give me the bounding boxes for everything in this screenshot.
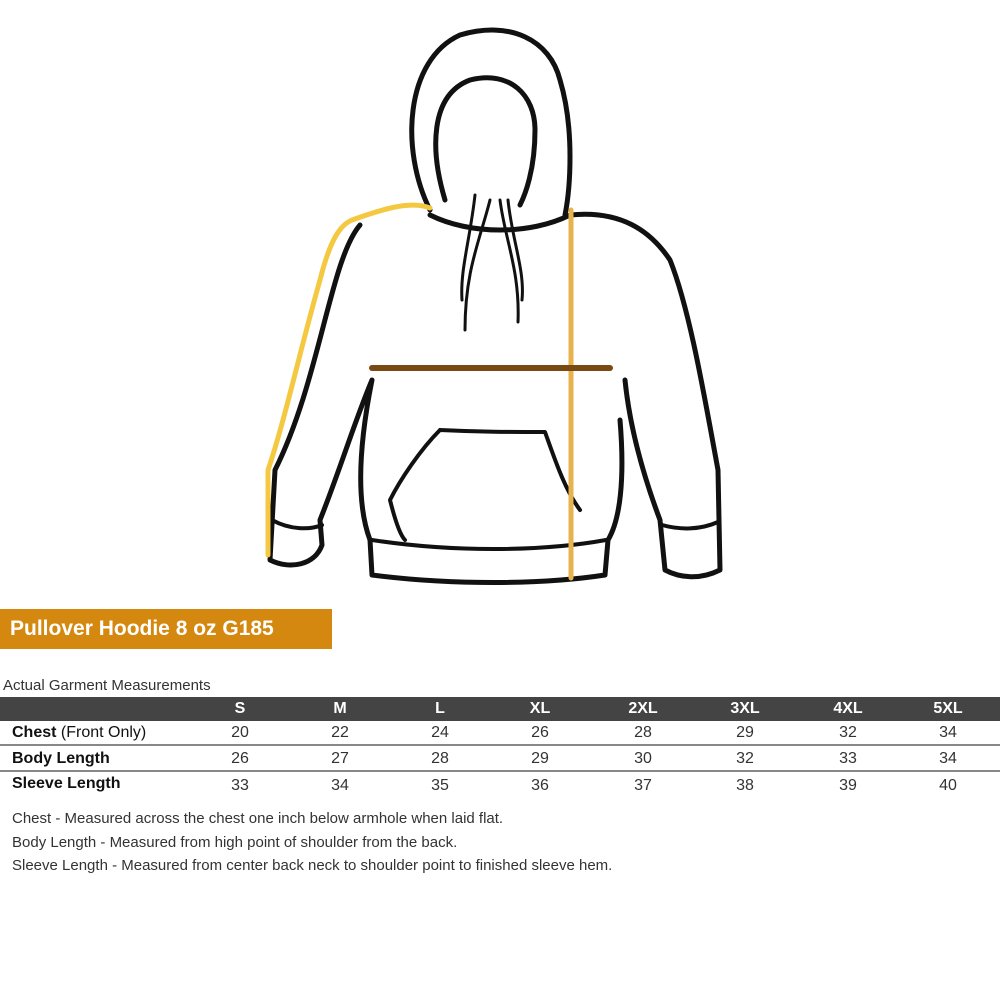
note-body-length: Body Length - Measured from high point o… xyxy=(12,834,458,851)
hood-outline xyxy=(409,27,573,218)
size-header-row: S M L XL 2XL 3XL 4XL 5XL xyxy=(0,697,1000,721)
left-body xyxy=(267,222,625,585)
size-header: 4XL xyxy=(833,700,863,717)
cell: 35 xyxy=(431,777,449,794)
cell: 28 xyxy=(634,724,652,741)
pocket xyxy=(388,428,582,542)
row-divider xyxy=(0,770,1000,772)
size-header: XL xyxy=(529,700,551,717)
cell: 34 xyxy=(939,750,957,767)
table-row-chest: Chest (Front Only) 20 22 24 26 28 29 32 … xyxy=(0,724,1000,748)
waistband xyxy=(370,538,608,551)
cell: 29 xyxy=(531,750,549,767)
size-header: 3XL xyxy=(730,700,760,717)
table-caption: Actual Garment Measurements xyxy=(3,677,211,694)
cell: 37 xyxy=(634,777,652,794)
drawstrings xyxy=(460,193,524,332)
table-row-sleeve-length: Sleeve Length 33 34 35 36 37 38 39 40 xyxy=(0,775,1000,799)
cell: 30 xyxy=(634,750,652,767)
size-header: M xyxy=(333,700,347,717)
right-body xyxy=(567,211,723,580)
collar xyxy=(427,212,573,233)
cell: 32 xyxy=(839,724,857,741)
cell: 33 xyxy=(231,777,249,794)
note-chest: Chest - Measured across the chest one in… xyxy=(12,810,504,827)
note-sleeve-length: Sleeve Length - Measured from center bac… xyxy=(12,857,613,874)
product-title-banner: Pullover Hoodie 8 oz G185 xyxy=(0,609,332,649)
cell: 20 xyxy=(231,724,249,741)
cell: 22 xyxy=(331,724,349,741)
cuff-right xyxy=(660,520,720,531)
row-label-sub: (Front Only) xyxy=(60,724,147,741)
row-label: Chest (Front Only) xyxy=(12,724,146,742)
hoodie-diagram xyxy=(265,27,723,585)
sleeve-measure-line xyxy=(265,202,433,558)
cell: 29 xyxy=(736,724,754,741)
cell: 26 xyxy=(231,750,249,767)
size-header: 2XL xyxy=(628,700,658,717)
cell: 38 xyxy=(736,777,754,794)
cell: 26 xyxy=(531,724,549,741)
table-row-body-length: Body Length 26 27 28 29 30 32 33 34 xyxy=(0,750,1000,774)
size-header: 5XL xyxy=(933,700,963,717)
cell: 34 xyxy=(331,777,349,794)
cell: 39 xyxy=(839,777,857,794)
row-label: Sleeve Length xyxy=(12,775,121,792)
cuff-left xyxy=(270,518,324,531)
cell: 24 xyxy=(431,724,449,741)
row-label-text: Chest xyxy=(12,724,57,741)
cell: 36 xyxy=(531,777,549,794)
cell: 28 xyxy=(431,750,449,767)
product-title: Pullover Hoodie 8 oz G185 xyxy=(10,617,274,640)
size-header: S xyxy=(234,700,246,717)
row-divider xyxy=(0,744,1000,746)
cell: 27 xyxy=(331,750,349,767)
cell: 33 xyxy=(839,750,857,767)
cell: 40 xyxy=(939,777,957,794)
face-opening xyxy=(433,75,538,208)
cell: 34 xyxy=(939,724,957,741)
size-header: L xyxy=(435,700,445,717)
cell: 32 xyxy=(736,750,754,767)
row-label: Body Length xyxy=(12,750,110,767)
